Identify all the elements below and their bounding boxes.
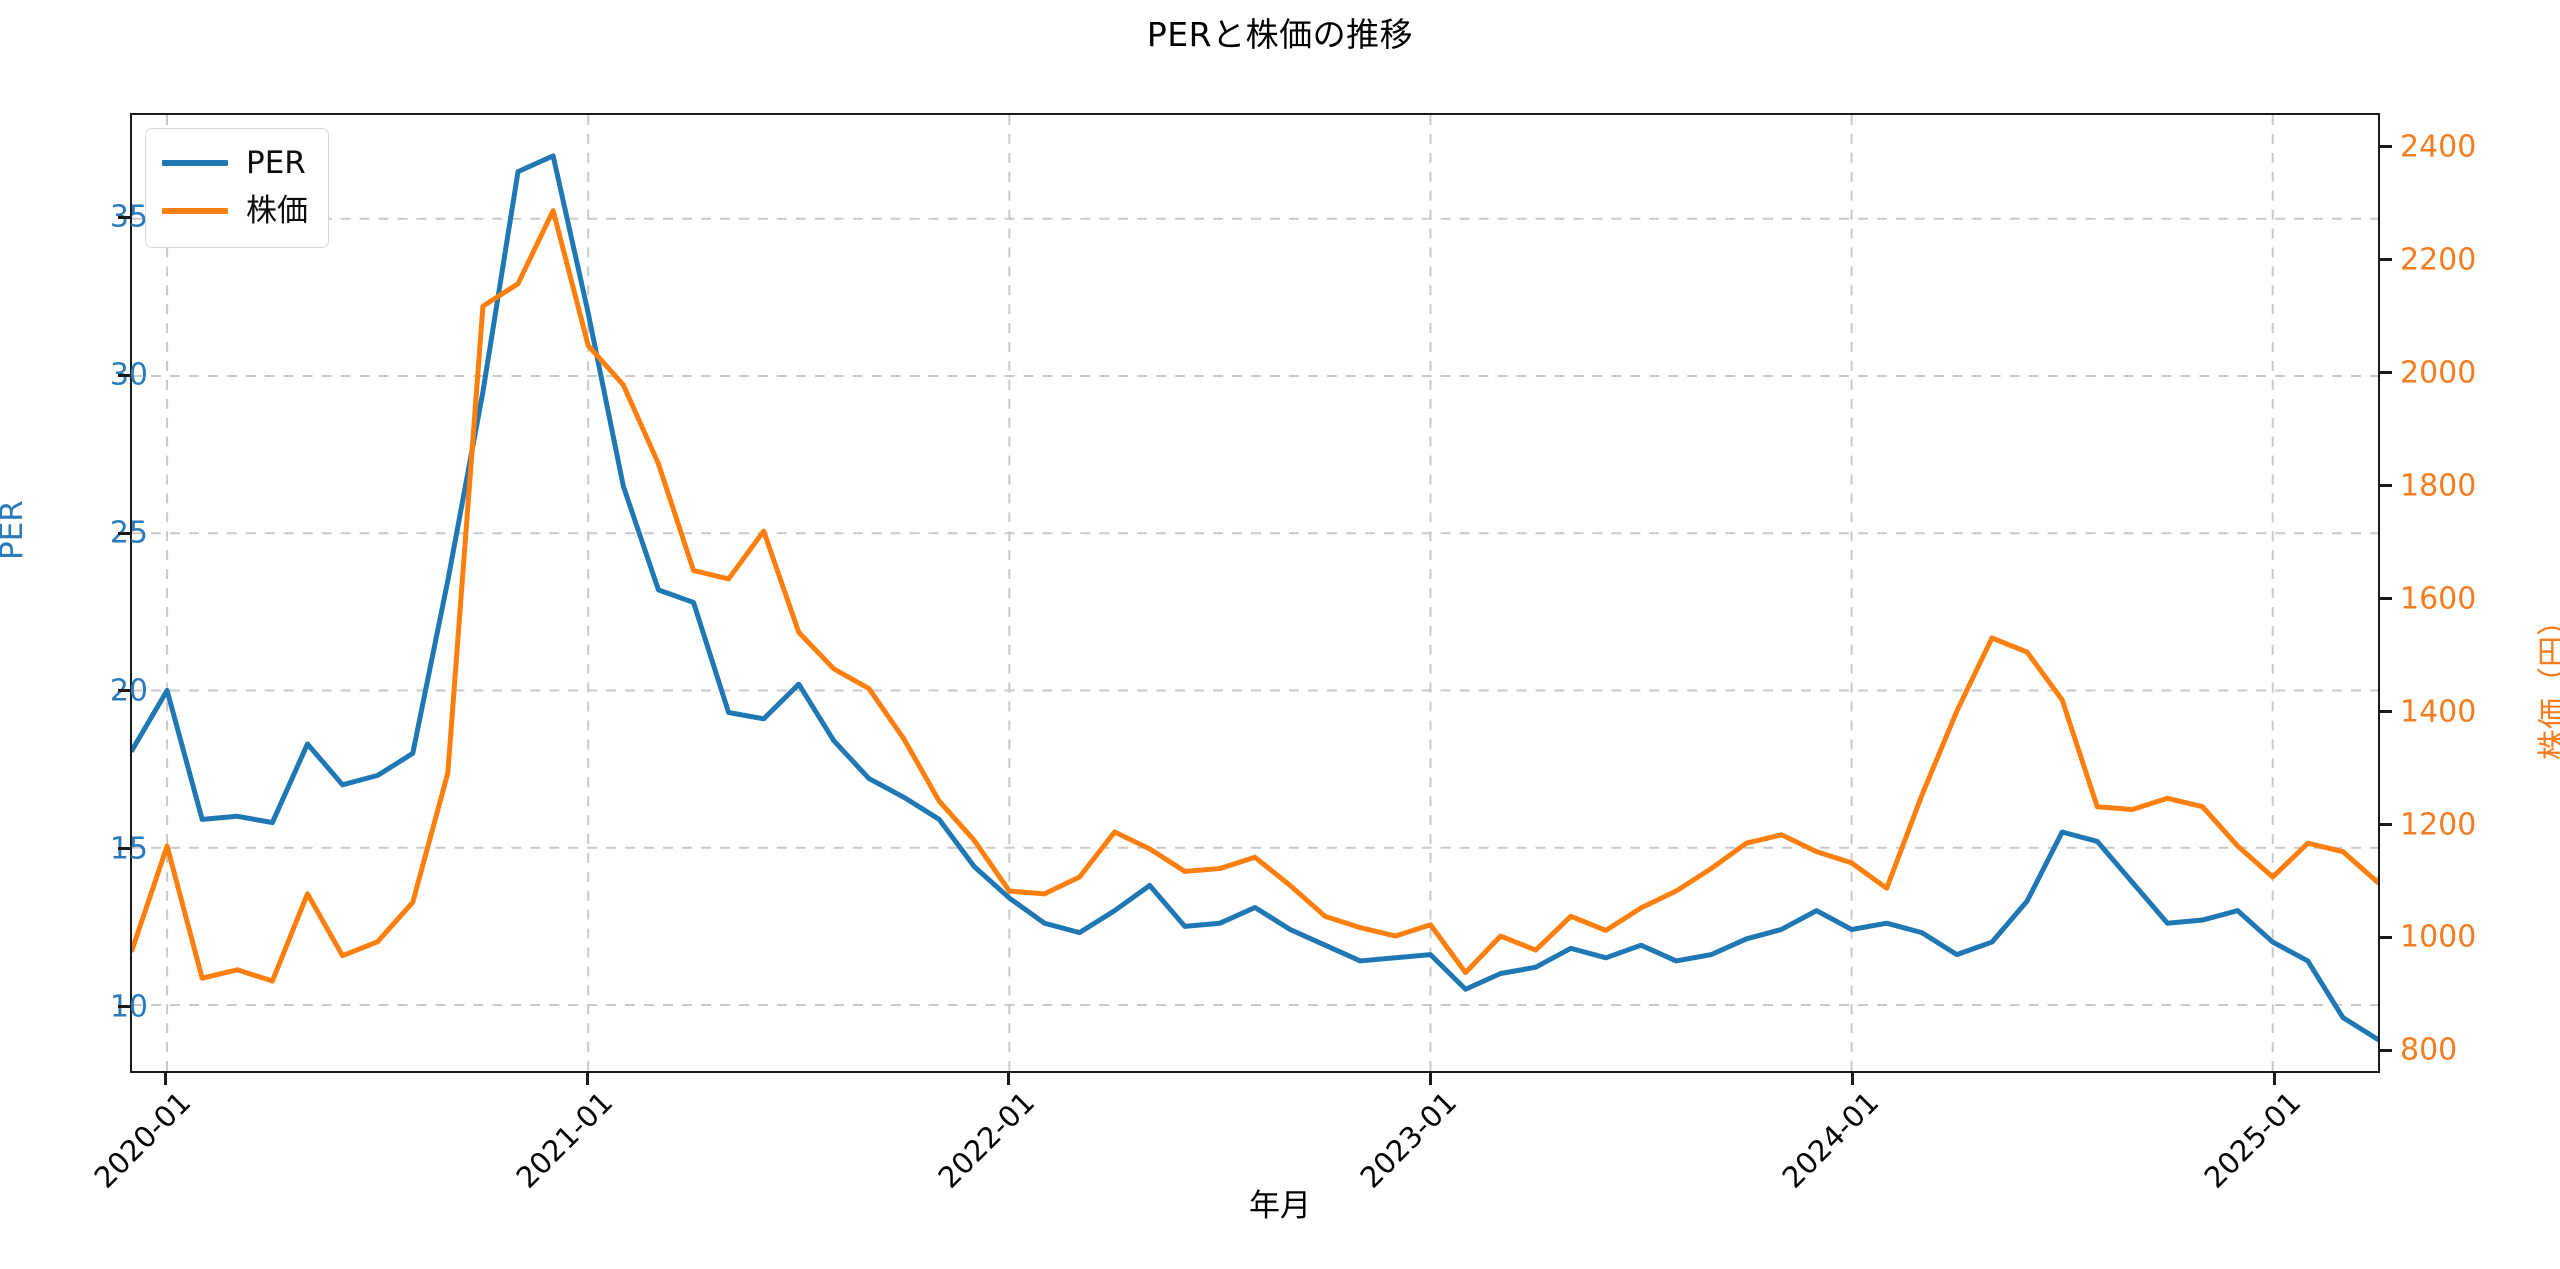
legend-label-stock-price: 株価	[246, 192, 308, 229]
legend-label-per: PER	[246, 144, 306, 181]
x-axis-tickmark	[1429, 1073, 1433, 1085]
x-axis-tickmark	[2273, 1073, 2277, 1085]
y-axis-right-tickmark	[2380, 371, 2392, 375]
y-axis-right-tick: 1000	[2400, 919, 2477, 955]
y-axis-right-tick: 2400	[2400, 129, 2477, 165]
legend-swatch-per	[162, 160, 228, 166]
y-axis-right-tickmark	[2380, 823, 2392, 827]
y-axis-right-tick: 1400	[2400, 694, 2477, 730]
y-axis-right-tickmark	[2380, 484, 2392, 488]
x-axis-tick: 2020-01	[87, 1085, 198, 1195]
y-axis-right-tickmark	[2380, 258, 2392, 262]
chart-legend[interactable]: PER 株価	[145, 128, 329, 248]
y-axis-right-tickmark	[2380, 597, 2392, 601]
x-axis-tick: 2022-01	[931, 1085, 1042, 1195]
legend-swatch-stock-price	[162, 208, 228, 214]
page-title: PERと株価の推移	[1146, 15, 1414, 54]
y-axis-right-tick: 800	[2400, 1032, 2458, 1068]
x-axis-tick: 2025-01	[2197, 1085, 2307, 1195]
plot-area	[130, 113, 2380, 1073]
y-axis-right-tick: 1800	[2400, 468, 2477, 504]
y-axis-left-tickmark	[118, 689, 130, 693]
y-axis-right-tickmark	[2380, 145, 2392, 149]
y-axis-left-tickmark	[118, 1005, 130, 1009]
y-axis-left-tickmark	[118, 847, 130, 851]
legend-item-per[interactable]: PER	[162, 139, 308, 187]
y-axis-right-label: 株価（円）	[2536, 605, 2560, 760]
y-axis-left-tickmark	[118, 373, 130, 377]
y-axis-left-tickmark	[118, 215, 130, 219]
x-axis-tick: 2021-01	[509, 1085, 620, 1195]
y-axis-right-tick: 2000	[2400, 355, 2477, 391]
legend-item-stock-price[interactable]: 株価	[162, 187, 308, 235]
y-axis-right-tick: 1200	[2400, 807, 2477, 843]
x-axis-tickmark	[1007, 1073, 1011, 1085]
x-axis-tickmark	[1851, 1073, 1855, 1085]
y-axis-right-tickmark	[2380, 710, 2392, 714]
x-axis-tickmark	[163, 1073, 167, 1085]
x-axis-tick: 2023-01	[1353, 1085, 1463, 1195]
y-axis-left-label: PER	[0, 500, 30, 560]
gridlines	[132, 115, 2378, 1071]
y-axis-right-tick: 2200	[2400, 242, 2477, 278]
y-axis-right-tickmark	[2380, 935, 2392, 939]
x-axis-label: 年月	[1249, 1188, 1311, 1224]
x-axis-tick: 2024-01	[1775, 1085, 1885, 1195]
y-axis-right-tick: 1600	[2400, 581, 2477, 617]
x-axis-tickmark	[585, 1073, 589, 1085]
y-axis-right-tickmark	[2380, 1048, 2392, 1052]
y-axis-left-tickmark	[118, 531, 130, 535]
data-lines	[132, 115, 2378, 1071]
